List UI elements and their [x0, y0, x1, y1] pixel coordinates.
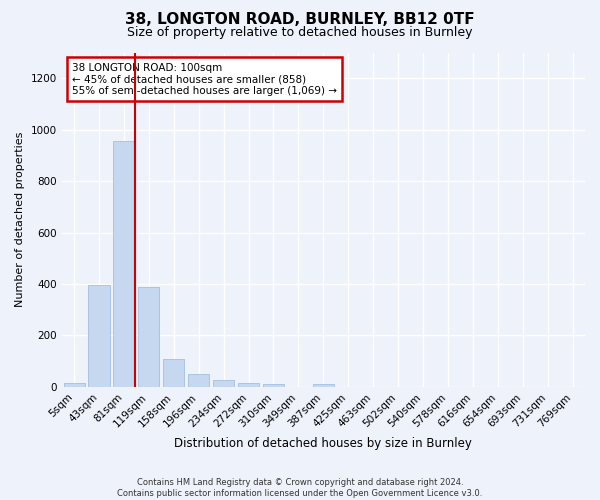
- Bar: [113, 142, 134, 387]
- Bar: [138, 286, 160, 387]
- Text: 38, LONGTON ROAD, BURNLEY, BB12 0TF: 38, LONGTON ROAD, BURNLEY, BB12 0TF: [125, 12, 475, 28]
- Bar: [64, 383, 85, 387]
- Bar: [88, 286, 110, 387]
- Bar: [238, 382, 259, 387]
- Bar: [163, 359, 184, 387]
- Text: Size of property relative to detached houses in Burnley: Size of property relative to detached ho…: [127, 26, 473, 39]
- Bar: [313, 384, 334, 387]
- X-axis label: Distribution of detached houses by size in Burnley: Distribution of detached houses by size …: [175, 437, 472, 450]
- Y-axis label: Number of detached properties: Number of detached properties: [15, 132, 25, 308]
- Bar: [263, 384, 284, 387]
- Text: 38 LONGTON ROAD: 100sqm
← 45% of detached houses are smaller (858)
55% of semi-d: 38 LONGTON ROAD: 100sqm ← 45% of detache…: [72, 62, 337, 96]
- Text: Contains HM Land Registry data © Crown copyright and database right 2024.
Contai: Contains HM Land Registry data © Crown c…: [118, 478, 482, 498]
- Bar: [188, 374, 209, 387]
- Bar: [213, 380, 234, 387]
